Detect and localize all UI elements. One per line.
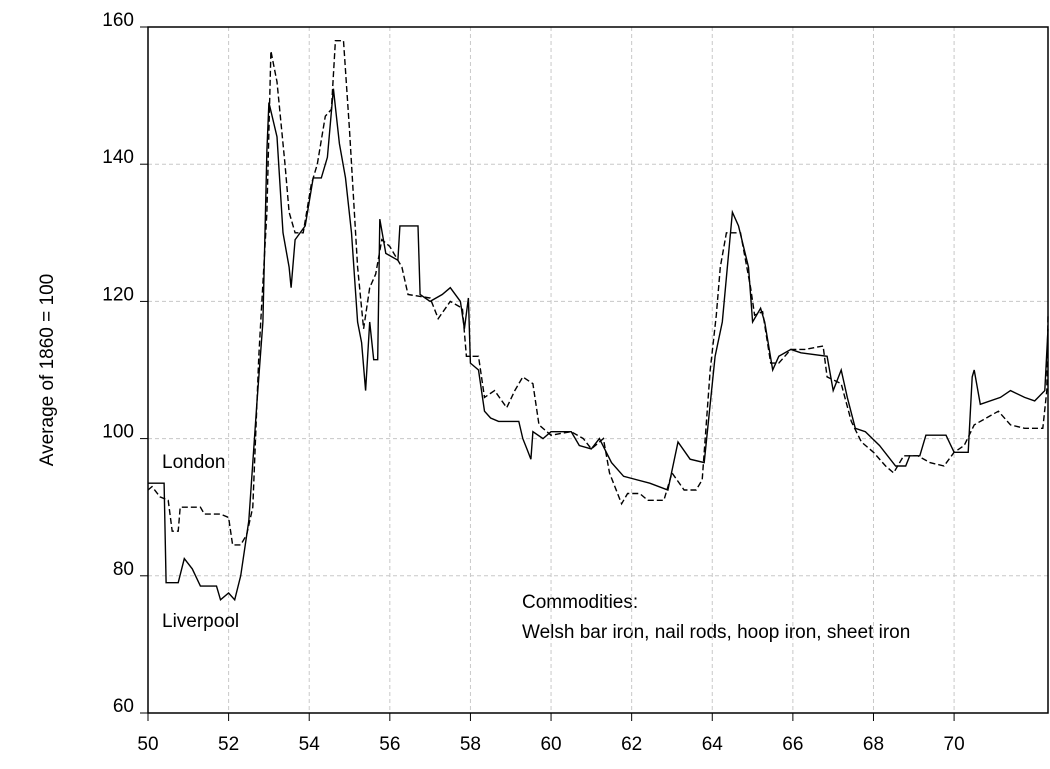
x-tick-label: 52 (218, 734, 239, 755)
line-series (147, 40, 1049, 546)
x-tick-label: 50 (137, 734, 158, 755)
x-tick-label: 66 (782, 734, 803, 755)
x-tick-label: 58 (460, 734, 481, 755)
y-tick-label: 80 (113, 559, 134, 580)
annotation: Welsh bar iron, nail rods, hoop iron, sh… (522, 622, 910, 643)
y-tick-label: 100 (102, 422, 134, 443)
x-tick-label: 56 (379, 734, 400, 755)
x-tick-label: 54 (299, 734, 321, 755)
y-tick-label: 60 (113, 696, 134, 717)
x-tick-label: 64 (702, 734, 724, 755)
x-tick-label: 68 (863, 734, 884, 755)
series-label: London (162, 452, 225, 473)
x-tick-label: 62 (621, 734, 642, 755)
line-series (148, 88, 1049, 602)
y-tick-label: 160 (102, 10, 134, 31)
y-tick-label: 140 (102, 147, 134, 168)
x-tick-label: 60 (540, 734, 561, 755)
y-tick-label: 120 (102, 284, 134, 305)
x-tick-label: 70 (944, 734, 965, 755)
series-label: Liverpool (162, 611, 239, 632)
plot-frame (147, 26, 1049, 714)
annotation: Commodities: (522, 592, 638, 613)
y-axis-label: Average of 1860 = 100 (37, 274, 58, 466)
